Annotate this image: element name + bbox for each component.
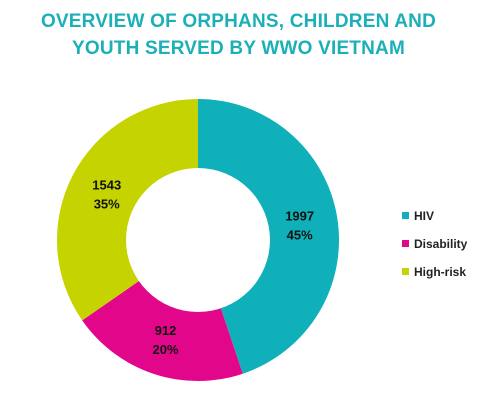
legend-label-hiv: HIV — [414, 208, 435, 223]
slice-percent-hiv: 45% — [287, 227, 313, 242]
legend-label-disability: Disability — [414, 236, 468, 251]
slice-value-high-risk: 1543 — [92, 177, 121, 192]
slice-percent-disability: 20% — [153, 342, 179, 357]
legend-swatch-high-risk — [402, 268, 409, 275]
slice-value-hiv: 1997 — [285, 208, 314, 223]
legend-swatch-hiv — [402, 212, 409, 219]
slice-labels: 1997 45% 912 20% 1543 35% — [92, 177, 314, 357]
legend: HIV Disability High-risk — [402, 207, 467, 291]
donut-hole — [126, 168, 270, 312]
slice-value-disability: 912 — [155, 323, 177, 338]
slice-high-risk — [57, 99, 198, 321]
slice-percent-high-risk: 35% — [94, 196, 120, 211]
chart-title: OVERVIEW OF ORPHANS, CHILDREN AND YOUTH … — [0, 8, 477, 62]
chart-title-line-2: YOUTH SERVED BY WWO VIETNAM — [71, 38, 405, 59]
legend-label-high-risk: High-risk — [414, 264, 467, 279]
chart-title-line-1: OVERVIEW OF ORPHANS, CHILDREN AND — [40, 11, 437, 32]
legend-item-hiv: HIV — [402, 207, 467, 224]
legend-item-disability: Disability — [402, 235, 467, 252]
legend-item-high-risk: High-risk — [402, 263, 467, 280]
legend-swatch-disability — [402, 240, 409, 247]
